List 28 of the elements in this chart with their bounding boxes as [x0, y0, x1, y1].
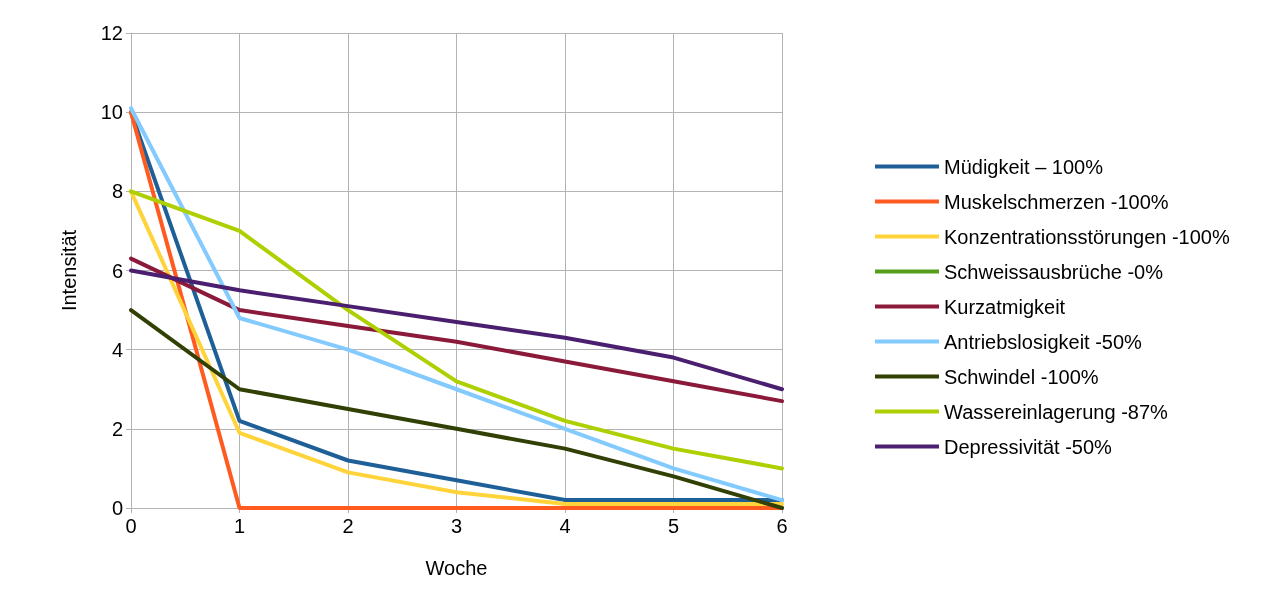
y-axis-title: Intensität [58, 229, 80, 312]
x-tick-label: 5 [667, 515, 680, 537]
line-series [129, 256, 784, 404]
line-series [129, 308, 784, 510]
legend-label: Antriebslosigkeit -50% [944, 330, 1143, 353]
x-tick-label: 6 [776, 515, 788, 537]
y-tick-label: 12 [100, 22, 123, 44]
y-tick-label: 4 [111, 338, 123, 361]
legend-label: Kurzatmigkeit [944, 295, 1066, 318]
legend-label: Schwindel -100% [944, 365, 1099, 388]
x-tick-label: 3 [450, 515, 463, 537]
x-axis-title: Woche [425, 557, 488, 579]
legend-label: Wassereinlagerung -87% [944, 400, 1169, 423]
x-tick-label: 1 [233, 515, 246, 537]
y-tick-label: 0 [111, 497, 123, 519]
x-tick-label: 0 [125, 515, 137, 537]
legend-label: Depressivität -50% [944, 435, 1113, 458]
y-tick-label: 10 [100, 101, 123, 124]
legend-label: Muskelschmerzen -100% [944, 190, 1169, 213]
x-tick-label: 2 [342, 515, 354, 537]
y-tick-label: 8 [111, 180, 123, 203]
y-tick-label: 2 [111, 417, 123, 440]
line-series [129, 268, 784, 392]
legend-label: Müdigkeit – 100% [944, 155, 1104, 178]
legend-label: Konzentrationsstörungen -100% [944, 225, 1230, 248]
y-tick-label: 6 [111, 259, 123, 282]
legend-label: Schweissausbrüche -0% [944, 260, 1164, 283]
x-tick-label: 4 [559, 515, 571, 537]
